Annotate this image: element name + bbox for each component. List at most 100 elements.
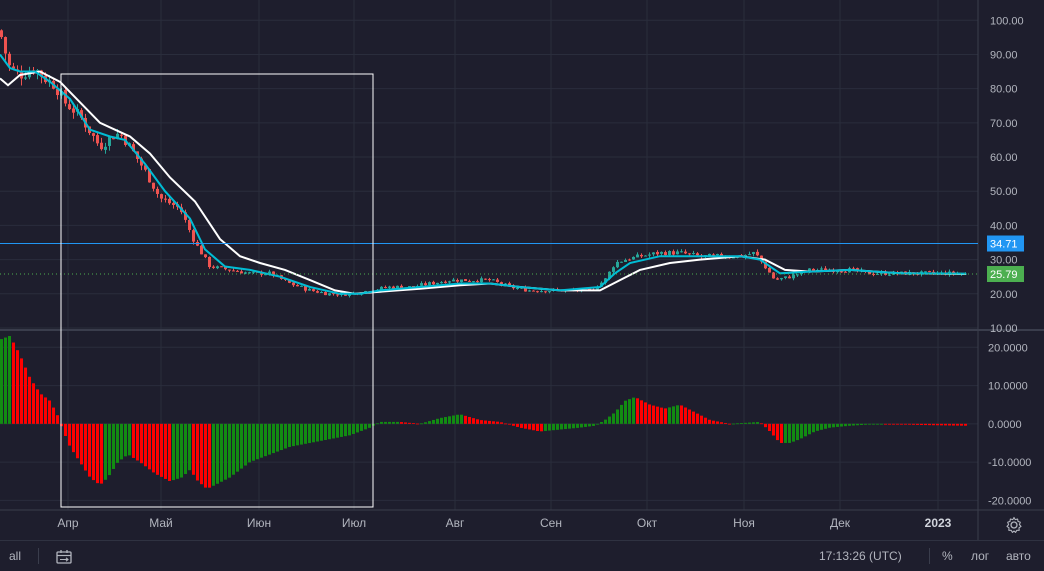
candle-body [204,254,207,258]
price-badge: 25.79 [987,266,1024,283]
histogram-bar [176,423,179,479]
range-all-button[interactable]: all [9,549,22,563]
candle-body [0,30,3,38]
price-axis-tick-label: 90.00 [990,49,1018,61]
histogram-bar [376,423,379,425]
candle-body [796,274,799,276]
candle-body [548,291,551,293]
histogram-bar [948,423,951,426]
calendar-range-icon[interactable] [55,549,73,565]
histogram-bar [700,415,703,424]
candle-body [264,274,267,276]
histogram-bar [8,336,11,424]
histogram-bar [848,423,851,426]
candle-body [272,271,275,277]
histogram-bar [856,423,859,426]
candle-body [664,252,667,256]
log-scale-toggle[interactable]: лог [971,549,990,563]
candle-body [640,254,643,257]
candle-body [732,257,735,259]
histogram-bar [136,423,139,461]
candle-body [444,281,447,283]
histogram-bar [828,423,831,428]
histogram-bar [264,423,267,457]
histogram-bar [440,417,443,424]
candle-body [504,283,507,285]
candle-body [852,268,855,270]
histogram-bar [484,420,487,424]
candle-body [656,251,659,255]
histogram-bar [480,420,483,424]
histogram-bar [416,423,419,425]
candle-body [792,274,795,279]
histogram-bar [684,407,687,424]
histogram-bar [812,423,815,433]
histogram-bar [224,423,227,480]
time-axis-month-label: Авг [446,516,465,530]
percent-scale-toggle[interactable]: % [942,549,953,563]
candle-body [588,288,591,290]
candle-body [784,276,787,278]
histogram-bar [356,423,359,433]
gear-icon[interactable] [1005,516,1023,534]
histogram-bar [408,422,411,424]
histogram-bar [400,422,403,424]
utc-clock[interactable]: 17:13:26 (UTC) [819,549,902,563]
histogram-bar [288,423,291,447]
histogram-bar [180,423,183,478]
histogram-bar [436,418,439,424]
histogram-bar [72,423,75,453]
histogram-bar [48,400,51,424]
candle-body [244,272,247,274]
time-axis-month-label: Май [149,516,173,530]
histogram-bar [592,423,595,426]
candle-body [836,271,839,273]
candle-body [872,274,875,276]
histogram-bar [404,422,407,424]
histogram-bar [808,423,811,435]
histogram-bar [84,423,87,471]
candle-body [292,282,295,286]
histogram-bar [556,423,559,430]
chart-canvas[interactable]: 34.71 25.79 100.00 90.00 80.00 70.00 60.00 50.0… [0,0,1044,540]
histogram-bar [912,423,915,425]
histogram-bar [596,423,599,425]
auto-scale-toggle[interactable]: авто [1006,549,1031,563]
histogram-bar [760,423,763,425]
histogram-bar [724,422,727,424]
histogram-bar [208,423,211,488]
histogram-bar [548,423,551,431]
time-axis-month-label: Окт [637,516,658,530]
histogram-bar [896,423,899,425]
candle-body [544,291,547,293]
histogram-bar [272,423,275,454]
oscillator-axis-tick-label: 10.0000 [988,381,1028,393]
histogram-bar [916,423,919,425]
histogram-bar [952,423,955,426]
candle-body [888,274,891,276]
candle-body [96,135,99,144]
histogram-bar [864,423,867,425]
histogram-bar [756,422,759,424]
candle-body [608,271,611,279]
histogram-bar [608,416,611,424]
histogram-bar [944,423,947,426]
histogram-bar [656,406,659,424]
candle-body [380,286,383,290]
candle-body [164,198,167,200]
histogram-bar [852,423,855,426]
histogram-bar [44,397,47,424]
candle-body [676,251,679,255]
histogram-bar [464,415,467,424]
ema-slow-line [0,70,967,295]
price-badge-label: 34.71 [990,239,1018,251]
price-badge-bg [987,266,1024,283]
candle-body [884,271,887,275]
candle-body [208,256,211,268]
histogram-bar [708,419,711,424]
histogram-bar [728,423,731,425]
price-badge: 34.71 [987,235,1024,252]
histogram-bar [332,423,335,439]
candle-body [396,285,399,289]
histogram-bar [20,358,23,424]
